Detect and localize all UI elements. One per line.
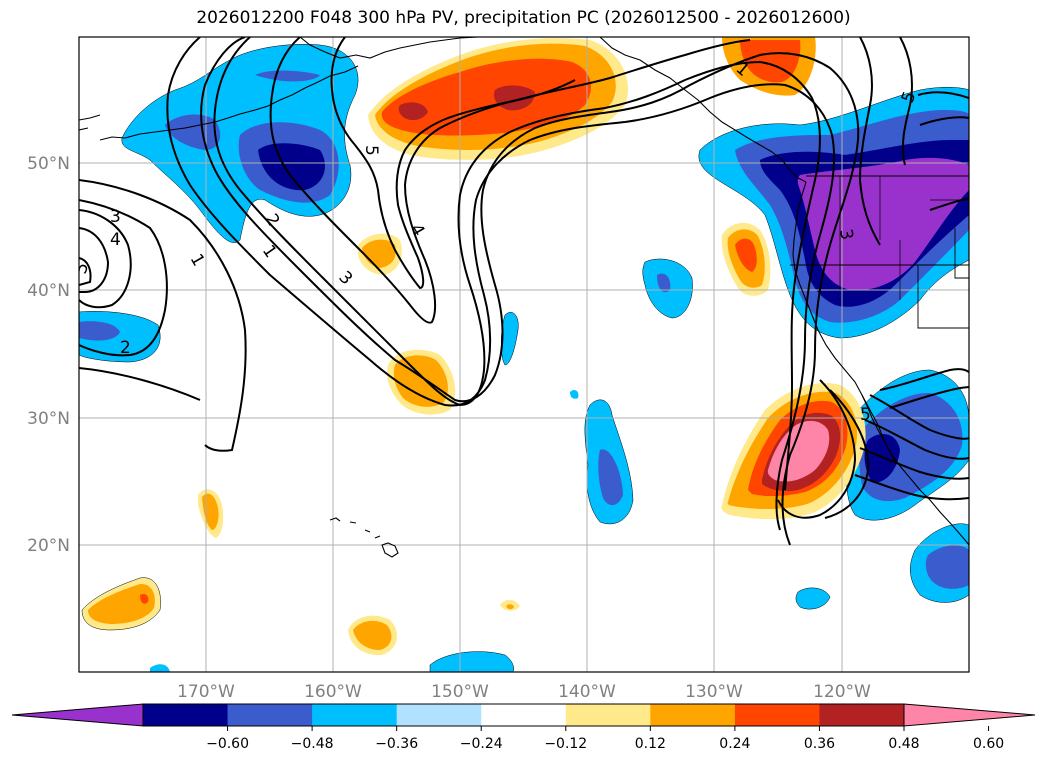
colorbar-extend-low [11,703,144,727]
pv-contour-4-main [269,37,751,324]
coastline-aleutians [99,65,359,141]
colorbar-segment [734,704,820,726]
coastline-west-coast [792,181,969,546]
pv-contour-east-3 [854,394,969,501]
colorbar-tick-label: 0.48 [888,736,919,752]
map-plot-area: 1 1 1 2 2 3 3 3 4 4 5 5 5 5 [79,37,969,672]
pv-contour-ne-1 [858,37,881,246]
coastline-alaska [299,37,807,183]
colorbar-tick-label: 0.60 [973,736,1004,752]
pv-contour-east-1 [777,379,857,519]
pv-contour-3-west [79,209,132,309]
colorbar-tick-label: −0.60 [206,736,249,752]
colorbar-segment [565,704,651,726]
colorbar-segment [819,704,905,726]
colorbar-tick-label: 0.24 [719,736,750,752]
precip-area-pnw-purple [797,157,969,291]
colorbar-tick-label: −0.24 [460,736,503,752]
precip-area-north-america-west-red [735,238,757,272]
coastlines [79,37,969,558]
lon-label: 150°W [431,682,489,702]
precip-area-south-west-red [140,593,149,604]
precip-area-gulf-alaska-dark [398,85,535,121]
pv-contour-east-2 [824,389,870,519]
pv-contours [79,37,969,546]
colorbar-segment [481,704,567,726]
colorbar-extend-high [903,703,1036,727]
colorbar-ticks: −0.60 −0.48 −0.36 −0.24 −0.12 0.12 0.24 0.36 0.4… [206,726,1004,752]
precip-area-mexico-south-inner [925,545,969,589]
map-frame [78,36,970,673]
precip-area-subtropical-east-pink [767,420,830,482]
lat-label: 20°N [27,536,70,556]
precip-area-southeast-small [795,587,831,610]
lon-label: 160°W [304,682,362,702]
precip-area-south-west [150,664,170,672]
colorbar: −0.60 −0.48 −0.36 −0.24 −0.12 0.12 0.24 0.36 0.4… [11,703,1036,752]
pv-contour-1-main [79,37,860,546]
pv-contour-label: 5 [361,145,381,156]
lon-label: 170°W [177,682,235,702]
precip-area-south-central-orange [353,620,392,650]
pv-contour-east-4 [879,368,969,409]
colorbar-segment [227,704,313,726]
lat-label: 50°N [27,154,70,174]
pv-contour-label: 3 [835,227,857,241]
colorbar-frame [142,703,905,727]
precip-area-small-south-orange [506,604,514,610]
pv-contour-label: 2 [120,338,131,358]
colorbar-tick-label: 0.36 [804,736,835,752]
pv-contour-4-west [79,227,110,293]
precip-area-bering-north-red [740,40,801,83]
map-title: 2026012200 F048 300 hPa PV, precipitatio… [196,8,851,28]
pv-contour-2-west [79,199,168,357]
colorbar-segment [312,704,398,726]
lon-label: 120°W [813,682,871,702]
pv-contour-1-west [79,179,247,452]
colorbar-tick-label: −0.12 [544,736,587,752]
lat-label: 40°N [27,281,70,301]
pv-contour-label: 4 [110,230,121,250]
colorbar-tick-label: 0.12 [635,736,666,752]
pv-contour-5-main [330,37,576,290]
precip-area-tiny-dot [570,389,579,399]
longitude-labels: 170°W 160°W 150°W 140°W 130°W 120°W [177,682,871,702]
precip-area-west-edge-inner [79,321,120,341]
colorbar-tick-label: −0.48 [291,736,334,752]
pv-contour-2-main [166,37,836,531]
border-us-canada [790,175,969,329]
precip-area-south-west-orange [88,583,155,624]
coastline-baja [861,394,896,463]
pv-contour-3-main [213,37,821,491]
pv-contour-5-west [79,257,92,286]
pv-contour-label: 3 [110,207,121,227]
pv-contour-ne-2 [899,37,969,211]
precip-area-tropical-east-inner [598,449,623,506]
colorbar-segment [396,704,482,726]
lon-label: 140°W [558,682,616,702]
coastline-kamchatka [79,114,101,131]
latitude-labels: 50°N 40°N 30°N 20°N [27,154,70,556]
colorbar-tick-label: −0.36 [375,736,418,752]
precip-area-aleutian-core [258,143,325,191]
colorbar-segment [143,704,229,726]
pv-contour-label: 5 [860,405,871,425]
precip-area-gulf-alaska-red [381,58,592,136]
border-states [839,176,969,300]
colorbar-segment [650,704,736,726]
lon-label: 130°W [685,682,743,702]
lat-label: 30°N [27,409,70,429]
precip-area-north-pacific-small-inner [657,273,671,293]
coastline-hawaii [329,517,399,558]
colorbar-segments [143,704,905,726]
